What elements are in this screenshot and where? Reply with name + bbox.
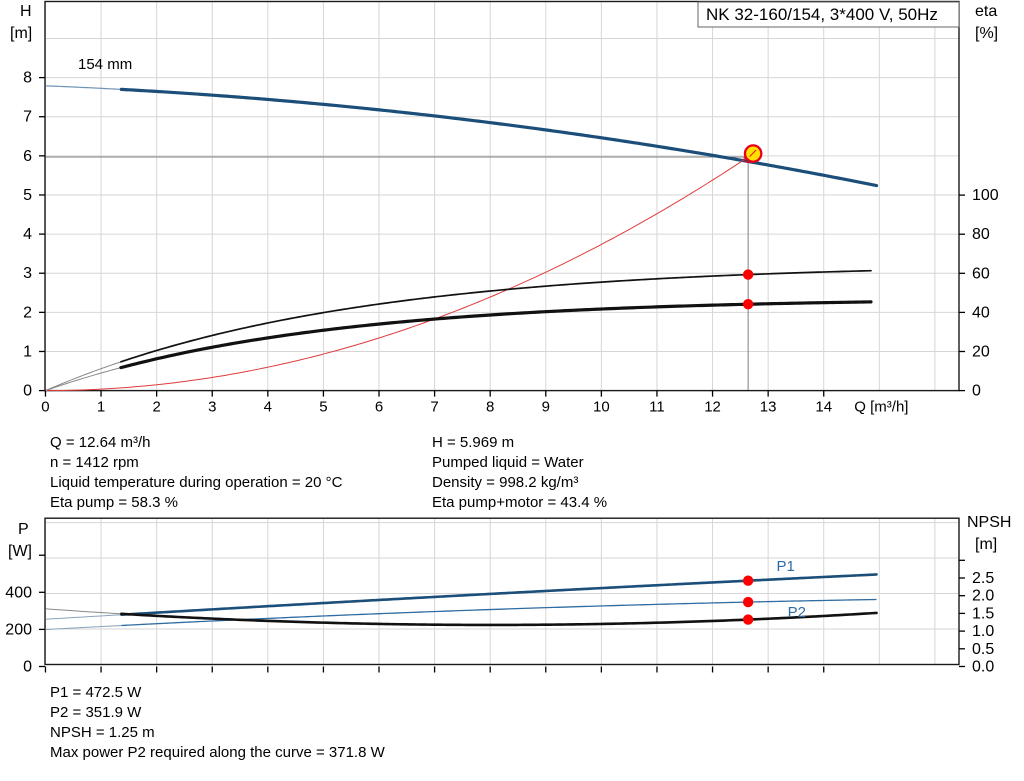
- svg-text:11: 11: [649, 399, 665, 416]
- svg-text:4: 4: [264, 399, 272, 416]
- svg-text:7: 7: [23, 109, 32, 126]
- svg-text:P: P: [18, 521, 29, 538]
- svg-text:eta: eta: [975, 3, 997, 20]
- svg-text:3: 3: [23, 265, 32, 282]
- svg-text:3: 3: [208, 399, 216, 416]
- svg-text:14: 14: [815, 399, 832, 416]
- svg-text:60: 60: [972, 265, 990, 282]
- svg-text:7: 7: [430, 399, 438, 416]
- svg-text:8: 8: [486, 399, 494, 416]
- svg-text:0: 0: [23, 383, 32, 400]
- svg-text:NK 32-160/154, 3*400 V, 50Hz: NK 32-160/154, 3*400 V, 50Hz: [706, 5, 938, 24]
- svg-text:2.0: 2.0: [972, 588, 994, 605]
- svg-text:154 mm: 154 mm: [78, 56, 132, 73]
- svg-text:6: 6: [375, 399, 383, 416]
- svg-text:P1: P1: [776, 558, 794, 575]
- svg-text:8: 8: [23, 70, 32, 87]
- svg-text:10: 10: [593, 399, 610, 416]
- svg-text:0: 0: [972, 383, 981, 400]
- svg-text:0: 0: [41, 399, 49, 416]
- svg-text:200: 200: [5, 621, 32, 638]
- svg-text:P2: P2: [788, 604, 806, 621]
- svg-text:400: 400: [5, 584, 32, 601]
- svg-text:0.5: 0.5: [972, 641, 994, 658]
- svg-text:6: 6: [23, 148, 32, 165]
- svg-text:[m]: [m]: [975, 536, 997, 553]
- svg-text:2: 2: [152, 399, 160, 416]
- svg-text:0: 0: [23, 659, 32, 676]
- svg-text:2.5: 2.5: [972, 570, 994, 587]
- svg-text:9: 9: [542, 399, 550, 416]
- svg-text:[%]: [%]: [975, 25, 998, 42]
- svg-text:80: 80: [972, 226, 990, 243]
- svg-text:40: 40: [972, 304, 990, 321]
- svg-text:5: 5: [23, 187, 32, 204]
- svg-text:13: 13: [760, 399, 777, 416]
- svg-text:H: H: [20, 3, 32, 20]
- svg-text:[W]: [W]: [8, 543, 32, 560]
- svg-text:20: 20: [972, 344, 990, 361]
- svg-text:1: 1: [97, 399, 105, 416]
- svg-text:NPSH: NPSH: [967, 514, 1011, 531]
- svg-text:2: 2: [23, 304, 32, 321]
- svg-text:12: 12: [704, 399, 721, 416]
- svg-text:0.0: 0.0: [972, 659, 994, 676]
- svg-text:1.0: 1.0: [972, 623, 994, 640]
- svg-text:5: 5: [319, 399, 327, 416]
- svg-text:4: 4: [23, 226, 32, 243]
- svg-text:1.5: 1.5: [972, 605, 994, 622]
- svg-text:1: 1: [23, 343, 32, 360]
- svg-text:[m]: [m]: [10, 25, 32, 42]
- svg-text:100: 100: [972, 187, 999, 204]
- svg-text:Q [m³/h]: Q [m³/h]: [854, 399, 908, 416]
